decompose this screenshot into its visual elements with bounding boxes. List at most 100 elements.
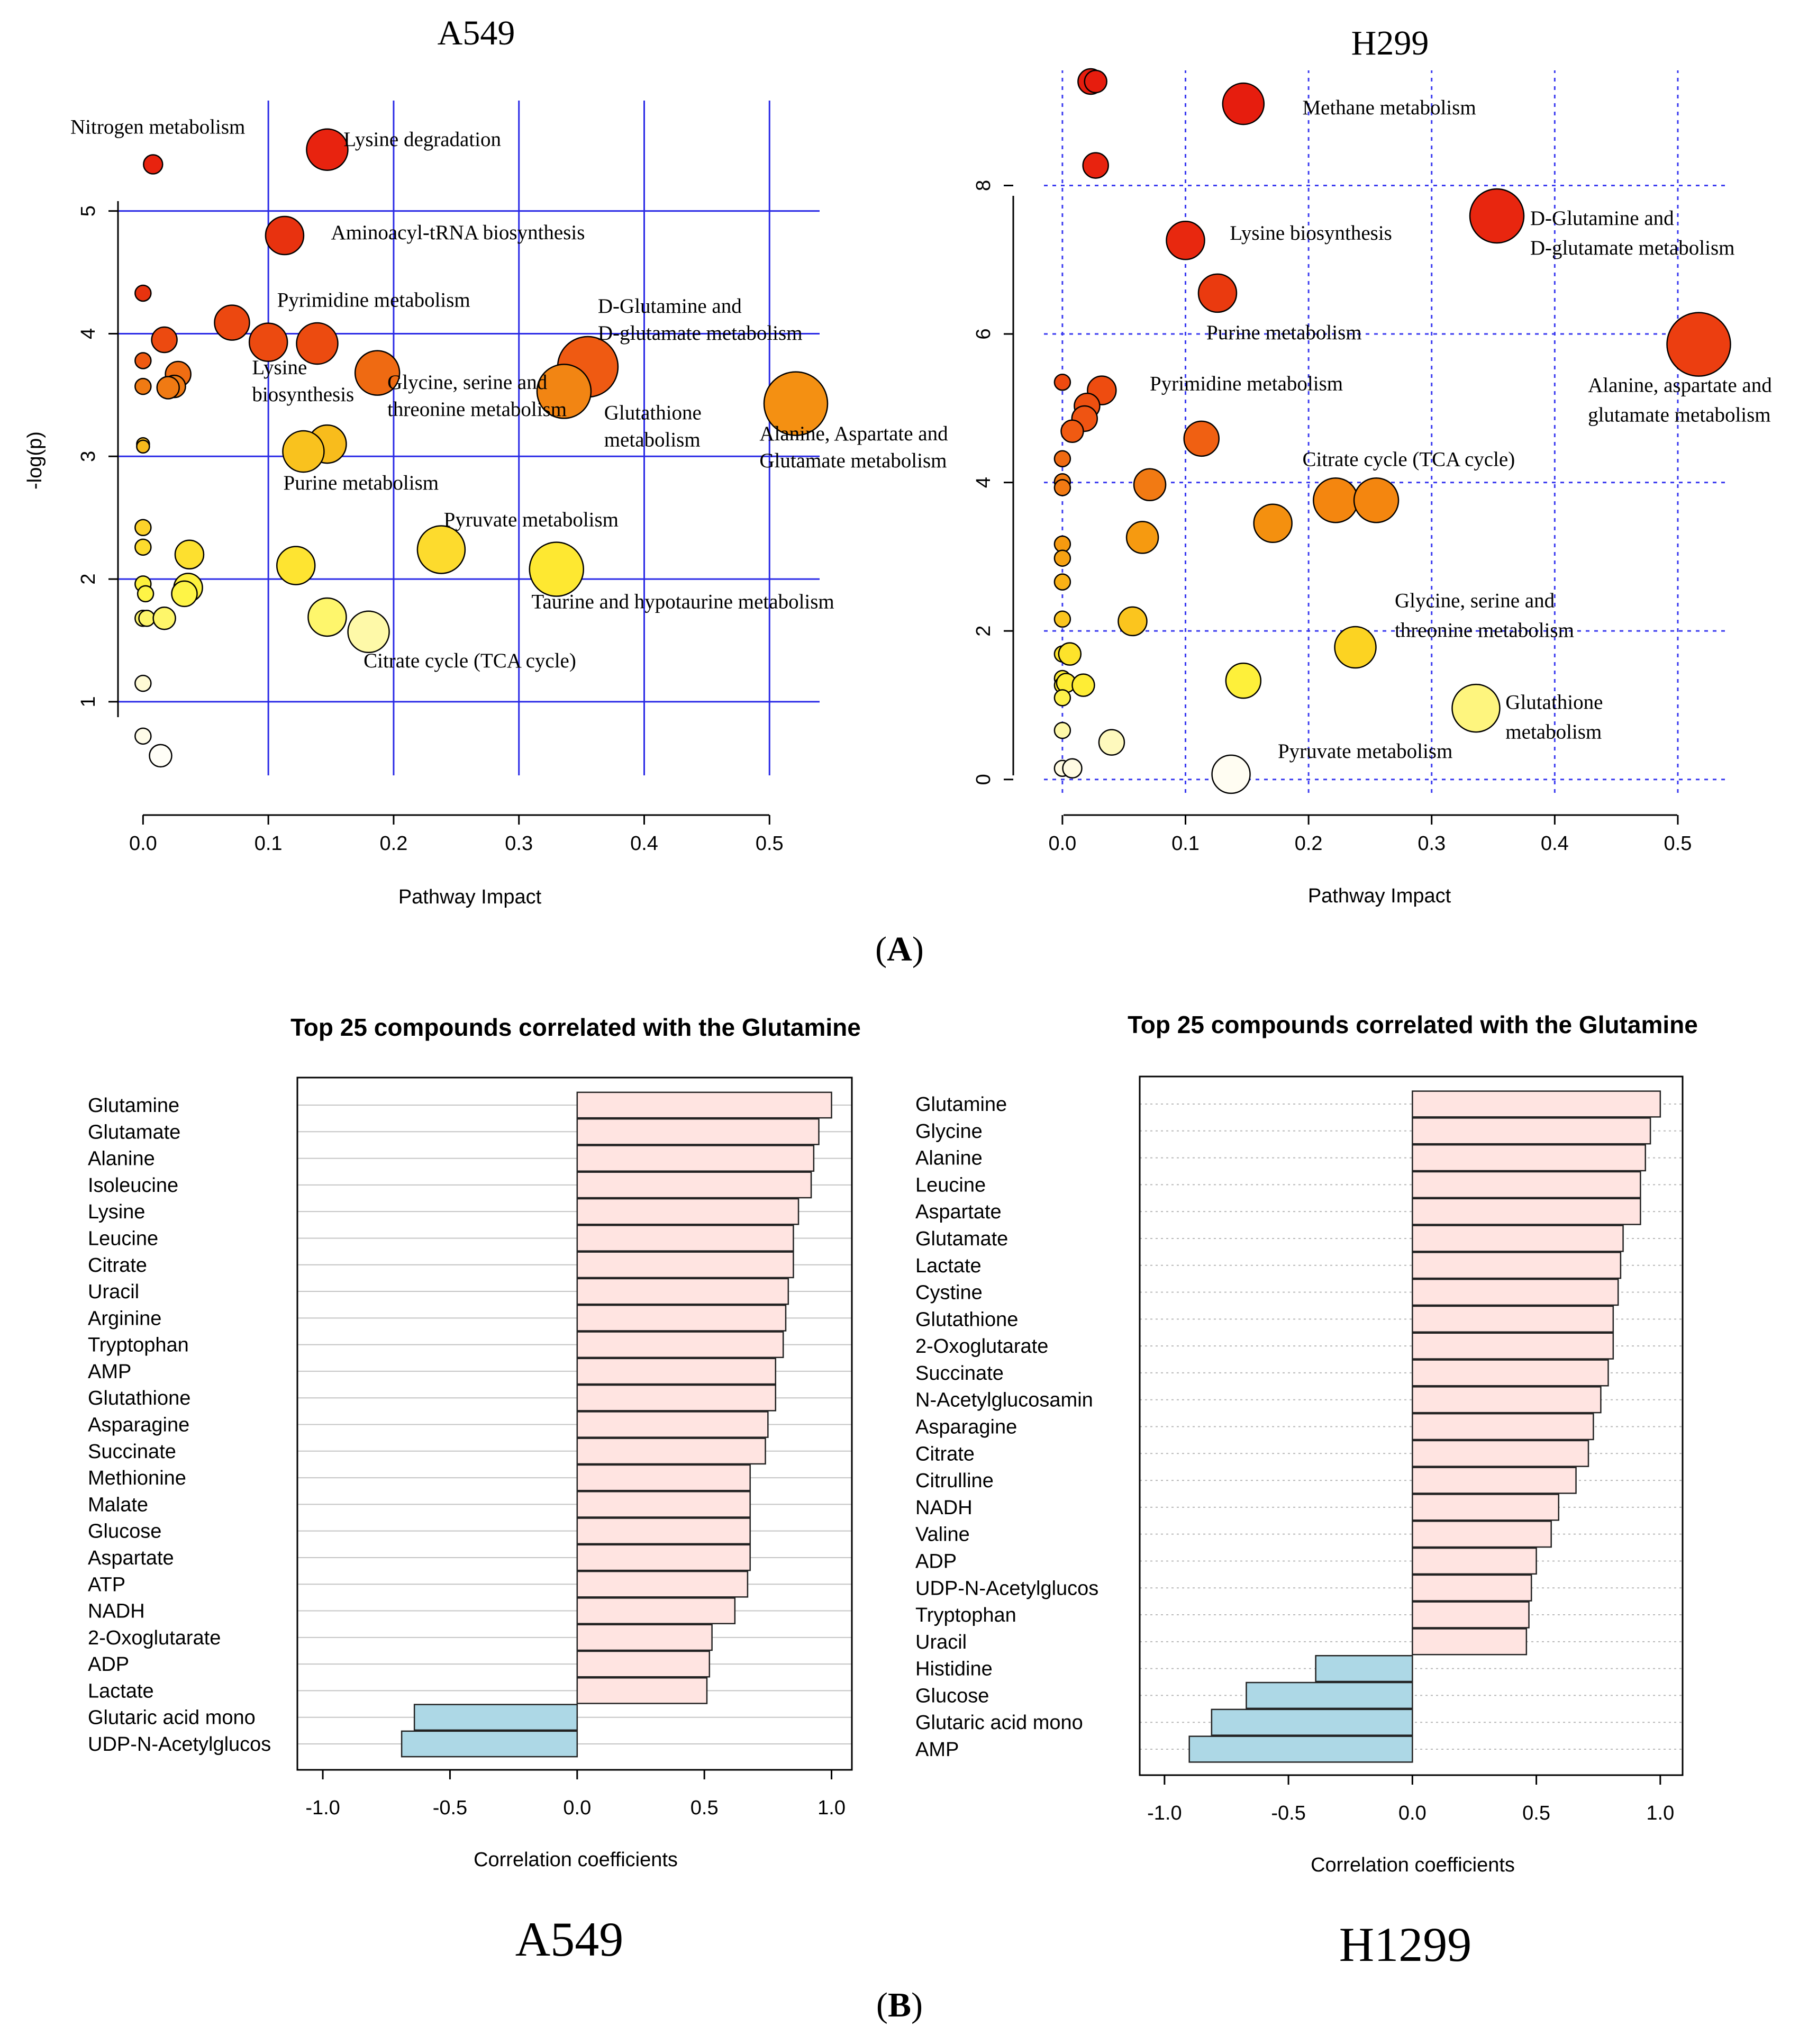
h299-pathway-point-12 <box>1060 419 1084 444</box>
h299-pathway-point-13 <box>1183 420 1220 457</box>
a549-pathway-annotation-13: Glutamate metabolism <box>759 449 947 472</box>
h1299-correlation-cell-line: H1299 <box>1339 1918 1471 1971</box>
h299-pathway-annotation-10: threonine metabolism <box>1395 619 1574 641</box>
h1299c-xtick-label-3: 0.5 <box>1522 1802 1550 1824</box>
a549-ytick-label-3: 4 <box>77 328 99 339</box>
h1299c-category-label-0: Glutamine <box>915 1093 1007 1116</box>
a549c-category-label-3: Isoleucine <box>88 1174 178 1197</box>
a549c-bar-20 <box>576 1624 713 1651</box>
a549-pathway-point-18 <box>136 439 150 454</box>
h299-pathway-point-37 <box>1053 721 1071 739</box>
h299-pathway-point-27 <box>1334 626 1377 669</box>
a549-pathway-y-ticks: 1 2 3 4 5 <box>77 205 118 707</box>
panel-a-label: (A) <box>875 930 924 969</box>
h1299c-category-label-11: N-Acetylglucosamin <box>915 1389 1093 1412</box>
h1299c-category-label-6: Lactate <box>915 1255 982 1277</box>
a549-pathway-point-35 <box>347 610 390 654</box>
a549-pathway-annotation-10: Glutathione <box>604 402 702 424</box>
h1299c-bar-8 <box>1412 1305 1614 1333</box>
h299-pathway-y-ticks: 0 2 4 6 8 <box>973 180 1013 785</box>
a549-pathway-x-label: Pathway Impact <box>398 886 542 908</box>
h299-pathway-annotation-11: Glutathione <box>1505 691 1603 713</box>
h1299c-bar-18 <box>1412 1574 1532 1602</box>
a549c-category-label-24: UDP-N-Acetylglucos <box>88 1733 271 1756</box>
h1299c-bar-24 <box>1188 1735 1413 1763</box>
panel-b-letter: B <box>888 1986 911 2024</box>
a549-xtick-label-1: 0.1 <box>255 833 283 855</box>
a549-pathway-point-6 <box>248 322 288 362</box>
a549-pathway-point-16 <box>763 371 829 436</box>
a549-pathway-point-33 <box>152 607 176 630</box>
a549-pathway-point-25 <box>276 546 316 585</box>
h1299-correlation-x-label: Correlation coefficients <box>1311 1854 1515 1876</box>
h1299-correlation-chart: Top 25 compounds correlated with the Glu… <box>915 1011 1698 1971</box>
h1299c-bar-20 <box>1412 1628 1528 1656</box>
a549-pathway-point-7 <box>296 322 339 365</box>
h1299c-category-label-7: Cystine <box>915 1282 983 1304</box>
a549-pathway-annotation-17: Citrate cycle (TCA cycle) <box>364 649 576 672</box>
h299-xtick-label-2: 0.2 <box>1295 833 1323 855</box>
h1299c-bar-15 <box>1412 1494 1560 1521</box>
h1299c-category-label-16: Valine <box>915 1524 970 1546</box>
h1299c-category-label-24: AMP <box>915 1739 959 1761</box>
h1299c-bar-1 <box>1412 1117 1651 1145</box>
a549-pathway-point-36 <box>134 674 152 692</box>
a549-correlation-plot-frame <box>296 1077 853 1771</box>
h1299c-bar-4 <box>1412 1198 1641 1225</box>
a549-pathway-point-4 <box>214 304 250 341</box>
a549c-bar-24 <box>401 1730 578 1758</box>
a549-pathway-annotation-1: Lysine degradation <box>343 128 501 151</box>
h1299c-xtick-label-1: -0.5 <box>1271 1802 1305 1824</box>
h1299-correlation-plot-frame <box>1139 1075 1684 1776</box>
h1299c-category-label-20: Uracil <box>915 1631 967 1653</box>
h299-pathway-annotation-13: Pyruvate metabolism <box>1278 740 1452 763</box>
a549c-bar-4 <box>576 1198 799 1225</box>
a549c-category-label-2: Alanine <box>88 1148 155 1170</box>
a549-pathway-chart: A549 1 2 3 4 5 0.0 0.1 0.2 0.3 0.4 0.5 Nitrogen m… <box>24 14 948 908</box>
a549-pathway-point-24 <box>174 539 205 569</box>
h299-ytick-label-1: 2 <box>973 626 995 637</box>
panel-b-label: (B) <box>876 1986 923 2024</box>
h299-pathway-point-23 <box>1053 549 1071 567</box>
a549-pathway-point-0 <box>143 154 163 175</box>
a549-ytick-label-1: 2 <box>77 574 99 585</box>
h299-ytick-label-0: 0 <box>973 774 995 785</box>
h1299c-category-label-12: Asparagine <box>915 1416 1017 1439</box>
h1299c-category-label-17: ADP <box>915 1550 957 1572</box>
a549-pathway-y-label: -log(p) <box>24 431 46 490</box>
h299-pathway-point-40 <box>1062 758 1083 779</box>
panel-a-letter: A <box>887 930 912 969</box>
h299-pathway-annotations: Methane metabolism D-Glutamine and D-gluta… <box>1150 96 1772 763</box>
h299-pathway-x-ticks: 0.0 0.1 0.2 0.3 0.4 0.5 <box>1048 815 1692 855</box>
h299-pathway-point-29 <box>1058 642 1082 666</box>
a549c-bar-23 <box>413 1704 578 1731</box>
h1299c-category-label-18: UDP-N-Acetylglucos <box>915 1577 1098 1599</box>
a549-pathway-point-26 <box>529 541 584 597</box>
h1299c-category-label-3: Leucine <box>915 1174 986 1196</box>
h299-pathway-point-7 <box>1666 312 1731 377</box>
h299-pathway-annotation-1: D-Glutamine and <box>1530 207 1674 230</box>
a549c-bar-11 <box>576 1384 777 1412</box>
h1299c-bar-21 <box>1315 1654 1413 1683</box>
a549-pathway-point-20 <box>282 430 325 473</box>
h299-pathway-point-17 <box>1133 468 1167 502</box>
a549-pathway-annotation-11: metabolism <box>604 429 701 451</box>
a549c-xtick-label-3: 0.5 <box>690 1797 719 1819</box>
h1299c-category-label-2: Alanine <box>915 1147 983 1170</box>
a549c-category-label-21: ADP <box>88 1653 129 1676</box>
a549-pathway-annotation-8: Glycine, serine and <box>387 371 548 394</box>
a549-pathway-annotation-4: D-Glutamine and <box>598 295 742 318</box>
h299-pathway-annotation-3: Lysine biosynthesis <box>1230 222 1392 245</box>
a549c-category-label-17: Aspartate <box>88 1547 174 1569</box>
h1299c-category-label-4: Aspartate <box>915 1201 1002 1223</box>
a549c-category-label-19: NADH <box>88 1600 145 1623</box>
h1299c-category-label-14: Citrulline <box>915 1470 994 1492</box>
h299-pathway-point-38 <box>1098 729 1125 756</box>
a549-ytick-label-2: 3 <box>77 451 99 462</box>
h299-xtick-label-4: 0.4 <box>1541 833 1569 855</box>
h299-pathway-point-2 <box>1222 82 1265 125</box>
a549c-xtick-label-2: 0.0 <box>563 1797 591 1819</box>
a549c-bar-2 <box>576 1145 815 1172</box>
h1299c-bar-16 <box>1412 1521 1552 1548</box>
a549c-category-label-18: ATP <box>88 1573 125 1596</box>
